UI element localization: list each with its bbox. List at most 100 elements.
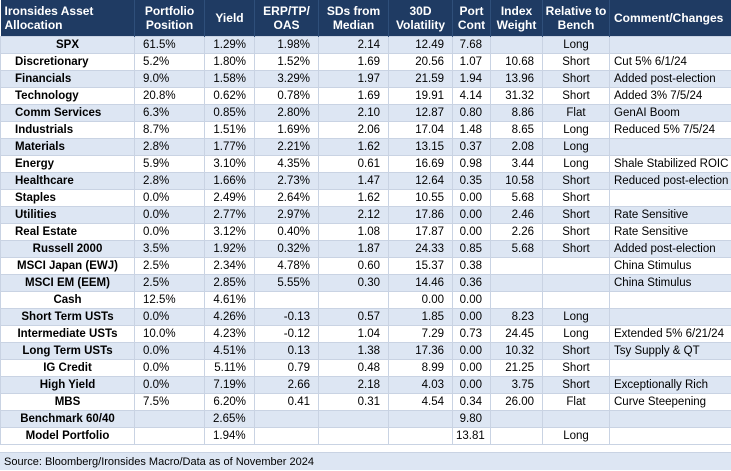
cell-30d-volatility: 17.87 (389, 224, 453, 241)
cell-yield: 3.12% (205, 224, 255, 241)
cell-30d-volatility: 12.64 (389, 173, 453, 190)
cell-row-label: Materials (1, 139, 135, 156)
cell-portfolio-position: 0.0% (135, 224, 205, 241)
cell-relative-to-bench: Short (543, 241, 610, 258)
cell-index-weight (491, 275, 543, 292)
cell-relative-to-bench: Long (543, 156, 610, 173)
cell-yield: 1.58% (205, 71, 255, 88)
cell-index-weight: 8.23 (491, 309, 543, 326)
cell-row-label: Benchmark 60/40 (1, 411, 135, 428)
cell-relative-to-bench: Short (543, 54, 610, 71)
cell-port-cont: 1.94 (453, 71, 491, 88)
cell-index-weight (491, 428, 543, 445)
cell-index-weight: 5.68 (491, 241, 543, 258)
cell-port-cont: 0.00 (453, 190, 491, 207)
cell-relative-to-bench (543, 258, 610, 275)
cell-yield: 4.23% (205, 326, 255, 343)
cell-port-cont: 9.80 (453, 411, 491, 428)
cell-relative-to-bench: Short (543, 343, 610, 360)
cell-port-cont: 0.00 (453, 207, 491, 224)
cell-erp-tp-oas (255, 292, 319, 309)
cell-30d-volatility: 15.37 (389, 258, 453, 275)
cell-row-label: Technology (1, 88, 135, 105)
cell-erp-tp-oas: 2.97% (255, 207, 319, 224)
cell-erp-tp-oas: 2.80% (255, 105, 319, 122)
cell-port-cont: 0.00 (453, 309, 491, 326)
cell-30d-volatility: 19.91 (389, 88, 453, 105)
cell-yield: 1.94% (205, 428, 255, 445)
cell-relative-to-bench: Short (543, 88, 610, 105)
cell-erp-tp-oas: 0.41 (255, 394, 319, 411)
cell-yield: 1.29% (205, 37, 255, 54)
cell-sds-from-median: 1.69 (319, 88, 389, 105)
cell-erp-tp-oas: 0.32% (255, 241, 319, 258)
cell-row-label: Discretionary (1, 54, 135, 71)
cell-row-label: Long Term USTs (1, 343, 135, 360)
cell-comment: Curve Steepening (610, 394, 731, 411)
cell-portfolio-position: 9.0% (135, 71, 205, 88)
cell-sds-from-median (319, 428, 389, 445)
cell-port-cont: 0.36 (453, 275, 491, 292)
cell-index-weight: 10.58 (491, 173, 543, 190)
cell-index-weight: 10.68 (491, 54, 543, 71)
cell-relative-to-bench (543, 411, 610, 428)
cell-port-cont: 0.35 (453, 173, 491, 190)
cell-index-weight: 26.00 (491, 394, 543, 411)
cell-30d-volatility: 21.59 (389, 71, 453, 88)
cell-row-label: IG Credit (1, 360, 135, 377)
cell-relative-to-bench: Short (543, 377, 610, 394)
cell-relative-to-bench: Flat (543, 105, 610, 122)
cell-portfolio-position: 0.0% (135, 190, 205, 207)
cell-row-label: Real Estate (1, 224, 135, 241)
cell-port-cont: 0.00 (453, 224, 491, 241)
cell-index-weight: 3.44 (491, 156, 543, 173)
cell-index-weight: 2.08 (491, 139, 543, 156)
cell-portfolio-position: 5.2% (135, 54, 205, 71)
cell-index-weight: 8.65 (491, 122, 543, 139)
cell-30d-volatility: 7.29 (389, 326, 453, 343)
cell-port-cont: 0.00 (453, 343, 491, 360)
cell-relative-to-bench: Short (543, 224, 610, 241)
cell-port-cont: 1.48 (453, 122, 491, 139)
cell-sds-from-median: 0.48 (319, 360, 389, 377)
cell-yield: 3.10% (205, 156, 255, 173)
cell-port-cont: 0.00 (453, 292, 491, 309)
cell-erp-tp-oas: 3.29% (255, 71, 319, 88)
cell-port-cont: 0.98 (453, 156, 491, 173)
col-header-relative-to-bench: Relative to Bench (543, 0, 610, 37)
cell-relative-to-bench: Flat (543, 394, 610, 411)
col-header-erp-tp-oas: ERP/TP/ OAS (255, 0, 319, 37)
cell-portfolio-position: 8.7% (135, 122, 205, 139)
col-header-port-cont: Port Cont (453, 0, 491, 37)
cell-comment (610, 292, 731, 309)
cell-30d-volatility (389, 428, 453, 445)
cell-portfolio-position: 3.5% (135, 241, 205, 258)
cell-portfolio-position: 61.5% (135, 37, 205, 54)
cell-erp-tp-oas: 2.21% (255, 139, 319, 156)
cell-port-cont: 0.38 (453, 258, 491, 275)
cell-relative-to-bench: Short (543, 207, 610, 224)
cell-relative-to-bench (543, 275, 610, 292)
cell-row-label: High Yield (1, 377, 135, 394)
cell-port-cont: 4.14 (453, 88, 491, 105)
cell-port-cont: 7.68 (453, 37, 491, 54)
cell-port-cont: 0.37 (453, 139, 491, 156)
cell-30d-volatility: 4.54 (389, 394, 453, 411)
cell-portfolio-position: 20.8% (135, 88, 205, 105)
cell-comment: Shale Stabilized ROIC (610, 156, 731, 173)
cell-row-label: SPX (1, 37, 135, 54)
cell-sds-from-median: 1.69 (319, 54, 389, 71)
cell-portfolio-position: 6.3% (135, 105, 205, 122)
cell-sds-from-median: 2.12 (319, 207, 389, 224)
cell-row-label: Short Term USTs (1, 309, 135, 326)
